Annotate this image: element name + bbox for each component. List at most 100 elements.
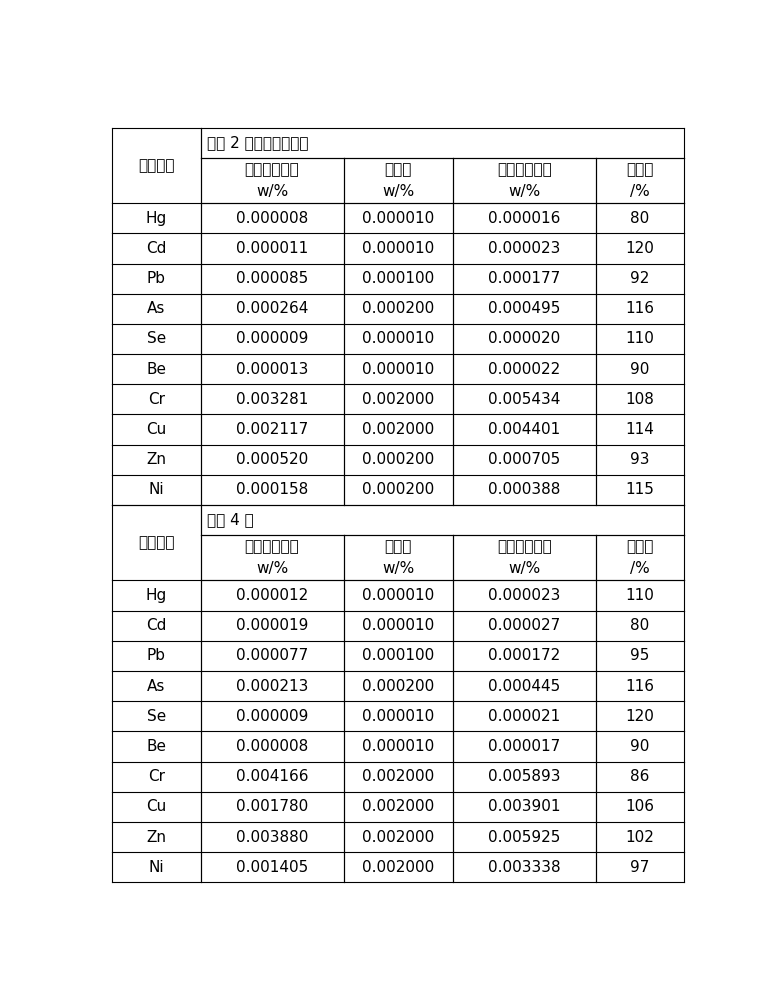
Text: 0.002117: 0.002117	[236, 422, 308, 437]
Text: 0.000200: 0.000200	[362, 482, 434, 497]
Text: 0.005893: 0.005893	[488, 769, 561, 784]
Text: 0.000008: 0.000008	[236, 739, 308, 754]
Text: 0.002000: 0.002000	[362, 799, 434, 814]
Text: Be: Be	[146, 739, 166, 754]
Text: 0.000172: 0.000172	[488, 648, 560, 663]
Text: 110: 110	[625, 588, 654, 603]
Text: 0.002000: 0.002000	[362, 860, 434, 875]
Text: 116: 116	[625, 679, 654, 694]
Text: Se: Se	[147, 331, 166, 346]
Text: 0.000010: 0.000010	[362, 362, 434, 377]
Text: 0.000177: 0.000177	[488, 271, 560, 286]
Text: 90: 90	[630, 362, 650, 377]
Text: Hg: Hg	[146, 211, 167, 226]
Text: Cu: Cu	[146, 799, 166, 814]
Text: 0.000012: 0.000012	[236, 588, 308, 603]
Text: Ni: Ni	[148, 482, 164, 497]
Text: 0.004401: 0.004401	[488, 422, 560, 437]
Text: Cu: Cu	[146, 422, 166, 437]
Text: 120: 120	[625, 241, 654, 256]
Text: 0.000010: 0.000010	[362, 739, 434, 754]
Text: 加标量
w/%: 加标量 w/%	[382, 162, 414, 199]
Text: 0.001780: 0.001780	[236, 799, 308, 814]
Text: 0.002000: 0.002000	[362, 422, 434, 437]
Text: 0.000027: 0.000027	[488, 618, 560, 633]
Text: 90: 90	[630, 739, 650, 754]
Text: 80: 80	[630, 618, 650, 633]
Text: 97: 97	[630, 860, 650, 875]
Text: 93: 93	[630, 452, 650, 467]
Text: 0.000020: 0.000020	[488, 331, 560, 346]
Text: 试样 4 号: 试样 4 号	[207, 513, 253, 528]
Text: Pb: Pb	[147, 271, 166, 286]
Text: 0.005434: 0.005434	[488, 392, 560, 407]
Text: 0.000017: 0.000017	[488, 739, 560, 754]
Text: 0.000520: 0.000520	[236, 452, 308, 467]
Text: 加标前测定值
w/%: 加标前测定值 w/%	[245, 539, 299, 576]
Text: 分析元素: 分析元素	[138, 158, 175, 173]
Text: 0.000010: 0.000010	[362, 588, 434, 603]
Text: As: As	[147, 679, 166, 694]
Text: 0.000200: 0.000200	[362, 301, 434, 316]
Text: 0.000200: 0.000200	[362, 679, 434, 694]
Text: 0.000445: 0.000445	[488, 679, 560, 694]
Text: 110: 110	[625, 331, 654, 346]
Text: 0.003901: 0.003901	[488, 799, 561, 814]
Text: 0.005925: 0.005925	[488, 830, 560, 845]
Text: Se: Se	[147, 709, 166, 724]
Text: Cr: Cr	[148, 769, 165, 784]
Text: 0.000388: 0.000388	[488, 482, 560, 497]
Text: 0.000010: 0.000010	[362, 331, 434, 346]
Text: 0.000264: 0.000264	[236, 301, 308, 316]
Text: 116: 116	[625, 301, 654, 316]
Text: 0.000158: 0.000158	[236, 482, 308, 497]
Text: 0.000010: 0.000010	[362, 618, 434, 633]
Text: 0.000008: 0.000008	[236, 211, 308, 226]
Text: 0.000495: 0.000495	[488, 301, 560, 316]
Text: 0.000010: 0.000010	[362, 709, 434, 724]
Text: Zn: Zn	[146, 452, 166, 467]
Text: 0.001405: 0.001405	[236, 860, 308, 875]
Text: 0.000100: 0.000100	[362, 648, 434, 663]
Text: Cr: Cr	[148, 392, 165, 407]
Text: 回收率
/%: 回收率 /%	[626, 162, 653, 199]
Text: 0.002000: 0.002000	[362, 769, 434, 784]
Text: Be: Be	[146, 362, 166, 377]
Text: 95: 95	[630, 648, 650, 663]
Text: 0.000705: 0.000705	[488, 452, 560, 467]
Text: 0.000019: 0.000019	[236, 618, 308, 633]
Text: 0.000213: 0.000213	[236, 679, 308, 694]
Text: 0.003338: 0.003338	[488, 860, 561, 875]
Text: 115: 115	[625, 482, 654, 497]
Text: 0.000010: 0.000010	[362, 241, 434, 256]
Text: Cd: Cd	[146, 618, 166, 633]
Text: 86: 86	[630, 769, 650, 784]
Text: 0.000085: 0.000085	[236, 271, 308, 286]
Text: As: As	[147, 301, 166, 316]
Text: 108: 108	[625, 392, 654, 407]
Text: 0.000013: 0.000013	[236, 362, 308, 377]
Text: 分析元素: 分析元素	[138, 535, 175, 550]
Text: Hg: Hg	[146, 588, 167, 603]
Text: 加标量
w/%: 加标量 w/%	[382, 539, 414, 576]
Text: Cd: Cd	[146, 241, 166, 256]
Text: 试样 2 号（偏钒酸钾）: 试样 2 号（偏钒酸钾）	[207, 135, 308, 150]
Text: 92: 92	[630, 271, 650, 286]
Text: 0.003880: 0.003880	[236, 830, 308, 845]
Text: 0.002000: 0.002000	[362, 830, 434, 845]
Text: 114: 114	[625, 422, 654, 437]
Text: 0.000023: 0.000023	[488, 588, 560, 603]
Text: 0.000011: 0.000011	[236, 241, 308, 256]
Text: 120: 120	[625, 709, 654, 724]
Text: Ni: Ni	[148, 860, 164, 875]
Text: 0.000200: 0.000200	[362, 452, 434, 467]
Text: 0.004166: 0.004166	[235, 769, 308, 784]
Text: 0.000009: 0.000009	[236, 331, 308, 346]
Text: 80: 80	[630, 211, 650, 226]
Text: 0.003281: 0.003281	[236, 392, 308, 407]
Text: 0.000009: 0.000009	[236, 709, 308, 724]
Text: 加标后测定值
w/%: 加标后测定值 w/%	[497, 539, 552, 576]
Text: Zn: Zn	[146, 830, 166, 845]
Text: 102: 102	[625, 830, 654, 845]
Text: 0.000010: 0.000010	[362, 211, 434, 226]
